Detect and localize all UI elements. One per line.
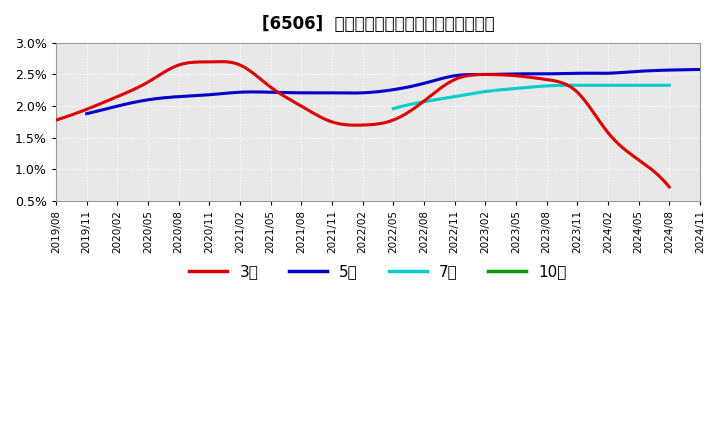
Legend: 3年, 5年, 7年, 10年: 3年, 5年, 7年, 10年 xyxy=(183,258,573,285)
Title: [6506]  経常利益マージンの標準偏差の推移: [6506] 経常利益マージンの標準偏差の推移 xyxy=(261,15,495,33)
